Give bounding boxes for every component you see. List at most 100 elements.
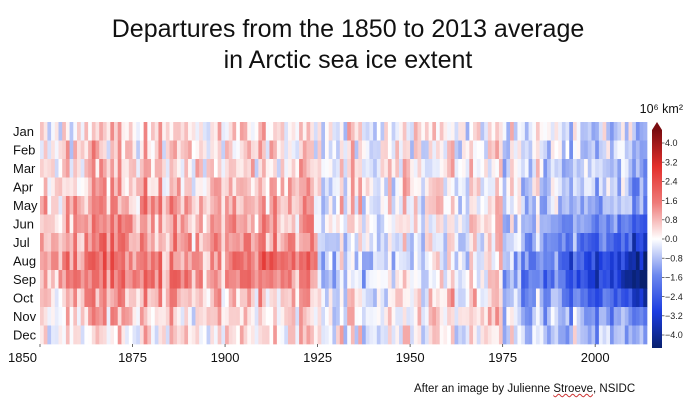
heatmap-cell <box>125 325 130 345</box>
heatmap-cell <box>158 288 163 308</box>
heatmap-cell <box>132 233 137 252</box>
heatmap-cell <box>591 270 596 289</box>
heatmap-cell <box>635 233 640 252</box>
heatmap-cell <box>339 140 344 160</box>
heatmap-cell <box>476 140 481 160</box>
heatmap-cell <box>613 214 618 234</box>
heatmap-cell <box>195 251 200 271</box>
heatmap-cell <box>513 122 518 141</box>
heatmap-cell <box>598 159 603 178</box>
heatmap-cell <box>158 140 163 160</box>
heatmap-cell <box>502 233 507 252</box>
heatmap-cell <box>454 140 459 160</box>
heatmap-cell <box>132 214 137 234</box>
heatmap-cell <box>206 288 211 308</box>
heatmap-cell <box>476 288 481 308</box>
heatmap-cell <box>550 159 555 178</box>
heatmap-cell <box>206 270 211 289</box>
heatmap-cell <box>110 196 115 215</box>
heatmap-cell <box>454 270 459 289</box>
heatmap-cell <box>324 196 330 215</box>
heatmap-cell <box>521 307 526 326</box>
heatmap-cell <box>606 251 611 271</box>
heatmap-cell <box>295 196 300 215</box>
heatmap-cell <box>232 288 237 308</box>
heatmap-cell <box>91 288 96 308</box>
heatmap-cell <box>399 122 404 141</box>
heatmap-cell <box>635 251 640 271</box>
heatmap-cell <box>239 214 244 234</box>
heatmap-cell <box>328 270 333 289</box>
heatmap-cell <box>154 196 159 215</box>
heatmap-cell <box>491 325 496 345</box>
month-label: Dec <box>13 327 37 342</box>
heatmap-cell <box>262 270 267 289</box>
heatmap-cell <box>299 288 304 308</box>
heatmap-cell <box>176 307 181 326</box>
heatmap-cell <box>221 288 226 308</box>
heatmap-cell <box>284 270 289 289</box>
heatmap-cell <box>143 177 148 197</box>
heatmap-cell <box>569 177 574 197</box>
heatmap-cell <box>543 307 548 326</box>
heatmap-cell <box>413 325 418 345</box>
heatmap-cell <box>184 325 189 345</box>
heatmap-cell <box>317 159 322 178</box>
heatmap-cell <box>602 140 607 160</box>
heatmap-cell <box>265 233 270 252</box>
heatmap-cell <box>154 325 159 345</box>
heatmap-cell <box>376 288 381 308</box>
heatmap-cell <box>554 159 559 178</box>
heatmap-cell <box>147 122 152 141</box>
heatmap-cell <box>558 307 563 326</box>
heatmap-cell <box>450 251 455 271</box>
heatmap-cell <box>310 307 315 326</box>
heatmap-cell <box>439 140 444 160</box>
heatmap-cell <box>621 177 626 197</box>
heatmap-cell <box>387 177 392 197</box>
heatmap-cell <box>276 122 281 141</box>
heatmap-cell <box>43 159 48 178</box>
month-label: Aug <box>13 253 36 268</box>
heatmap-cell <box>454 196 459 215</box>
heatmap-cell <box>147 270 152 289</box>
heatmap-cell <box>143 251 148 271</box>
heatmap-cell <box>121 122 126 141</box>
heatmap-cell <box>176 288 181 308</box>
heatmap-cell <box>580 325 585 345</box>
heatmap-cell <box>80 288 85 308</box>
heatmap-cell <box>639 214 644 234</box>
heatmap-cell <box>95 159 100 178</box>
heatmap-cell <box>632 122 637 141</box>
heatmap-cell <box>395 214 400 234</box>
heatmap-cell <box>424 196 429 215</box>
heatmap-cell <box>180 307 185 326</box>
heatmap-cell <box>273 196 278 215</box>
heatmap-cell <box>428 214 433 234</box>
heatmap-cell <box>391 177 396 197</box>
heatmap-cell <box>498 196 503 215</box>
heatmap-cell <box>106 251 111 271</box>
heatmap-cell <box>447 159 452 178</box>
heatmap-cell <box>317 214 322 234</box>
heatmap-cell <box>473 159 478 178</box>
heatmap-cell <box>195 288 200 308</box>
heatmap-cell <box>239 122 244 141</box>
heatmap-cell <box>402 251 407 271</box>
heatmap-cell <box>199 251 204 271</box>
heatmap-cell <box>635 288 640 308</box>
heatmap-cell <box>465 288 470 308</box>
heatmap-cell <box>369 288 374 308</box>
heatmap-cell <box>576 251 581 271</box>
heatmap-cell <box>480 288 485 308</box>
heatmap-cell <box>295 159 300 178</box>
heatmap-cell <box>447 288 452 308</box>
heatmap-cell <box>324 159 330 178</box>
heatmap-cell <box>65 307 70 326</box>
heatmap-cell <box>476 233 481 252</box>
heatmap-cell <box>58 307 63 326</box>
heatmap-cell <box>228 140 233 160</box>
heatmap-cell <box>510 307 515 326</box>
heatmap-cell <box>225 233 230 252</box>
